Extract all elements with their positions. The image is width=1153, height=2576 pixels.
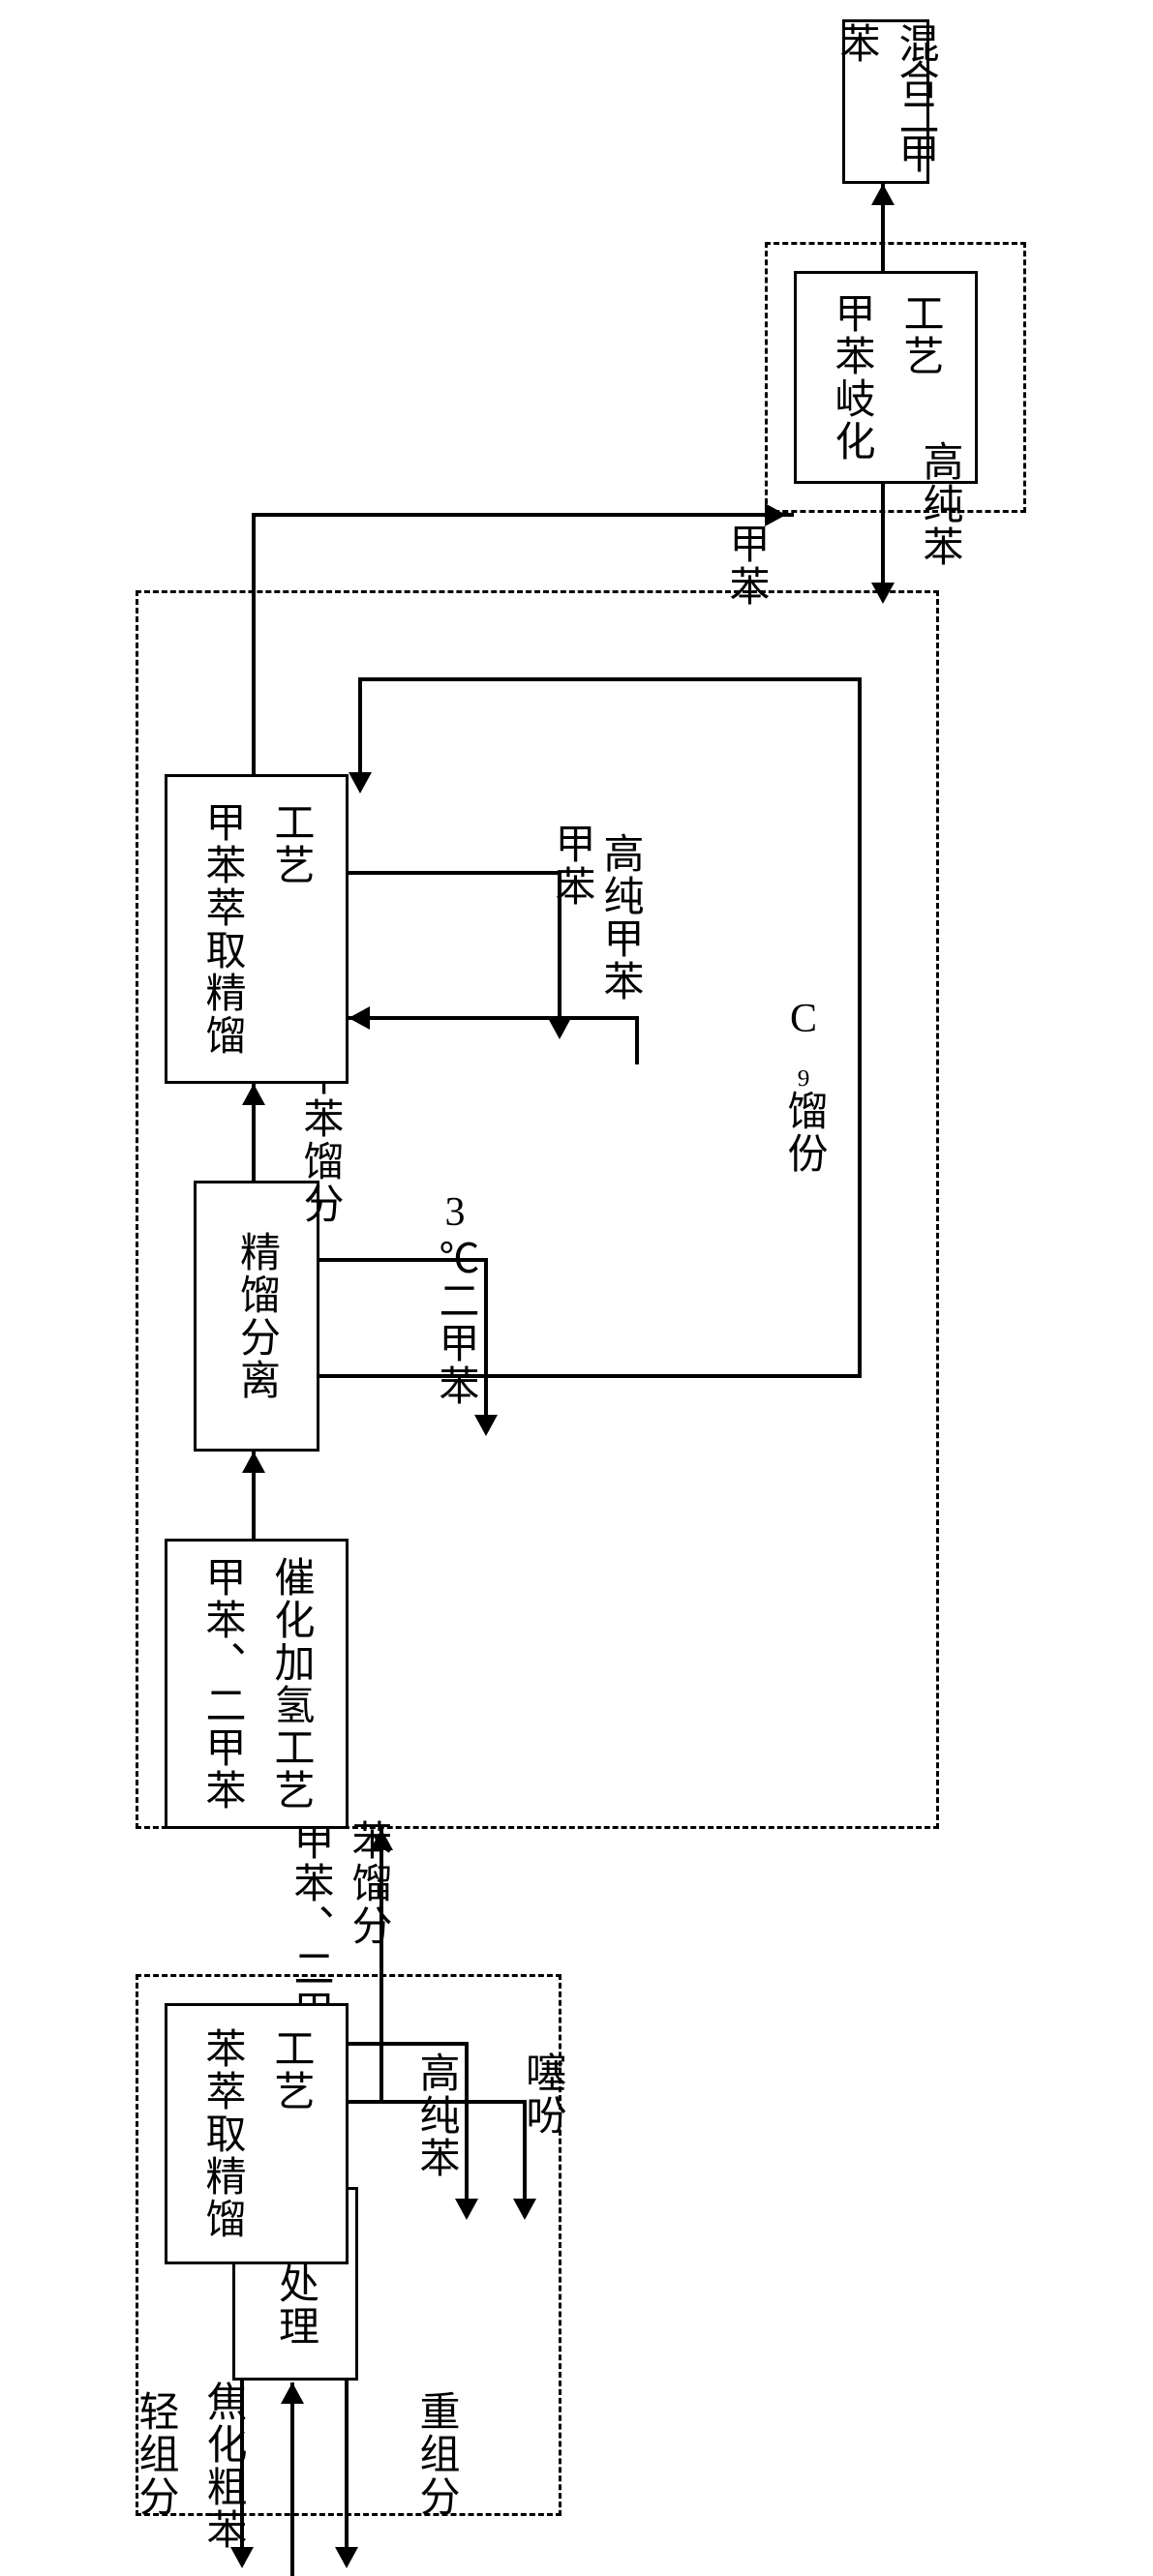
c9-v2 (358, 677, 362, 774)
block-toluene-ed-a: 甲苯萃取精馏 (193, 801, 252, 1057)
block-hydro-b: 催化加氢工艺 (261, 1556, 320, 1812)
light-line (240, 2381, 244, 2555)
block-toluene-ed: 甲苯萃取精馏 工艺 (165, 774, 349, 1084)
hp-benzene-label: 高纯苯 (407, 2052, 466, 2179)
block-distill-label: 精馏分离 (228, 1231, 287, 1401)
block-mixed-xylene: 混合二甲苯 (842, 19, 929, 184)
block-dispro-b: 工艺 (891, 292, 950, 463)
block-hydro-a: 甲苯、二甲苯 (193, 1556, 252, 1812)
xylene3c-arrow (474, 1415, 498, 1436)
block-hydro: 甲苯、二甲苯 催化加氢工艺 (165, 1539, 349, 1829)
thiophene-label: 噻吩 (513, 2052, 572, 2137)
block-benzene-ed-b: 工艺 (261, 2027, 320, 2240)
c9-v1 (858, 677, 862, 1378)
tol-recycle-arrow (349, 1006, 370, 1030)
block-dispro-a: 甲苯岐化 (822, 292, 881, 463)
txfrac-label-a: 甲苯、二甲 (281, 1819, 340, 2032)
heavy-arrow (335, 2547, 358, 2568)
thiophene-arrow (513, 2199, 536, 2220)
tol-to-dispro-line (252, 513, 256, 774)
c9-h2 (358, 677, 862, 681)
c9-h1 (319, 1374, 862, 1378)
txfrac-label-b: 苯馏分 (339, 1819, 398, 1947)
hp-benz2-line (881, 484, 885, 590)
hp-tol-arrow (548, 1018, 571, 1039)
hp-tol-label: 高纯甲苯 (591, 832, 650, 1003)
tol-recycle-v (635, 1016, 639, 1064)
block-toluene-ed-b: 工艺 (261, 801, 320, 1057)
tol-to-dispro-label: 甲苯 (716, 523, 775, 608)
hp-benz2-label: 高纯苯 (910, 440, 969, 568)
block-benzene-ed: 苯萃取精馏 工艺 (165, 2003, 349, 2264)
c9-label: C₉馏份 (774, 997, 834, 1175)
hp-tol-line (558, 871, 561, 1026)
c9-arrow (349, 772, 372, 794)
hydro-distill-arrow (242, 1452, 265, 1473)
light-arrow (230, 2547, 254, 2568)
heavy-line (345, 2381, 349, 2555)
mix-xyl-arrow (871, 184, 895, 205)
hp-tol-h (349, 871, 561, 875)
hp-benzene-arrow (455, 2199, 478, 2220)
tol-to-dispro-v2 (790, 513, 794, 517)
tol-to-dispro-h (252, 513, 794, 517)
hp-benzene-h (349, 2042, 465, 2046)
thiophene-h (349, 2100, 523, 2104)
mixed-xylene-label: 混合二甲苯 (827, 22, 945, 181)
tol-recycle-h (349, 1016, 639, 1020)
feed-arrow (281, 2382, 304, 2404)
block-benzene-ed-a: 苯萃取精馏 (193, 2027, 252, 2240)
tolf-arrow (242, 1084, 265, 1105)
hp-benz2-arrow (871, 583, 895, 604)
heavy-label: 重组分 (407, 2390, 466, 2518)
feed-line (290, 2382, 294, 2576)
light-label: 轻组分 (126, 2390, 185, 2518)
